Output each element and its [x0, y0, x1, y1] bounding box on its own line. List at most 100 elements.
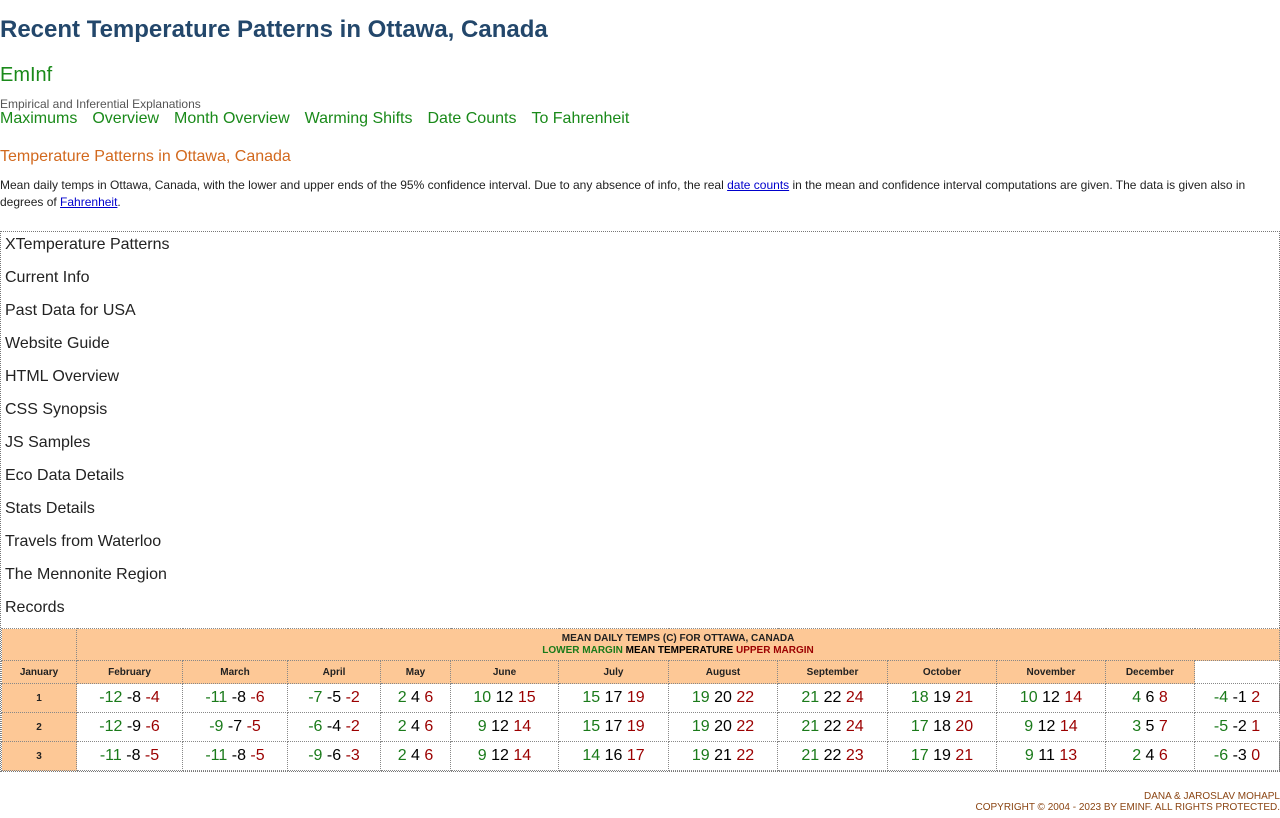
header-row: January February March April May June July Augu…: [1, 660, 1280, 684]
temp-cell: -5 -2 1: [1193, 712, 1280, 742]
upper-margin: 7: [1158, 718, 1168, 735]
mean-temp: 6: [1145, 689, 1155, 706]
upper-margin: 13: [1059, 747, 1078, 764]
legend-upper: UPPER MARGIN: [735, 644, 814, 656]
lower-margin: 21: [801, 747, 820, 764]
nav-link[interactable]: To Fahrenheit: [531, 110, 630, 127]
temp-cell: -6 -3 0: [1193, 741, 1280, 771]
mean-temp: 21: [714, 747, 732, 764]
month-header: December: [1105, 660, 1195, 684]
month-header: October: [887, 660, 997, 684]
lower-margin: -9: [308, 747, 323, 764]
upper-margin: 24: [845, 718, 864, 735]
mean-temp: -4: [326, 718, 342, 735]
temp-cell: -7 -5 -2: [287, 683, 381, 713]
month-header: July: [558, 660, 669, 684]
upper-margin: 0: [1251, 747, 1261, 764]
temp-cell: 10 12 14: [996, 683, 1106, 713]
lower-margin: 2: [397, 689, 407, 706]
temp-cell: 2 4 6: [380, 741, 451, 771]
upper-margin: 14: [513, 718, 532, 735]
intro-text: in the mean and confidence interval comp…: [0, 178, 1246, 209]
lower-margin: 4: [1132, 689, 1142, 706]
menu-item[interactable]: Current Info: [5, 269, 90, 286]
lower-margin: 19: [691, 689, 710, 706]
brand[interactable]: EmInf: [0, 64, 53, 86]
mean-temp: -2: [1232, 718, 1247, 735]
upper-margin: -6: [145, 718, 160, 735]
caption-text: MEAN DAILY TEMPS (C) FOR OTTAWA, CANADA: [561, 632, 795, 644]
temp-cell: 3 5 7: [1105, 712, 1195, 742]
menu-item[interactable]: Stats Details: [5, 500, 95, 517]
temp-cell: -12 -9 -6: [76, 712, 183, 742]
temp-cell: 19 20 22: [668, 683, 778, 713]
upper-margin: 19: [626, 689, 645, 706]
lower-margin: -6: [308, 718, 323, 735]
nav-link[interactable]: Warming Shifts: [304, 110, 413, 127]
mean-temp: 19: [933, 689, 951, 706]
legend: LOWER MARGIN MEAN TEMPERATURE UPPER MARG…: [77, 645, 1279, 657]
month-header: January: [1, 660, 77, 684]
nav-link[interactable]: Month Overview: [174, 110, 290, 127]
menu-item[interactable]: HTML Overview: [5, 368, 120, 385]
lower-margin: 21: [801, 689, 820, 706]
cell: [1193, 660, 1280, 684]
caption: MEAN DAILY TEMPS (C) FOR OTTAWA, CANADA L…: [75, 628, 1280, 661]
temp-cell: -11 -8 -6: [182, 683, 288, 713]
mean-temp: 11: [1038, 747, 1055, 764]
day-label: 1: [1, 683, 77, 713]
link[interactable]: Fahrenheit: [60, 195, 118, 209]
link[interactable]: date counts: [727, 178, 790, 192]
lower-margin: 19: [691, 718, 710, 735]
lower-margin: 10: [1019, 689, 1038, 706]
mean-temp: 20: [714, 689, 732, 706]
upper-margin: -5: [250, 747, 265, 764]
legend-mean: MEAN TEMPERATURE: [625, 644, 734, 656]
menu-item[interactable]: Website Guide: [5, 335, 110, 352]
menu-item[interactable]: XTemperature Patterns: [5, 236, 170, 253]
temp-cell: 9 12 14: [450, 712, 559, 742]
nav-link[interactable]: Maximums: [0, 110, 78, 127]
mean-temp: 18: [933, 718, 951, 735]
menu-item[interactable]: Past Data for USA: [5, 302, 136, 319]
temp-cell: 19 20 22: [668, 712, 778, 742]
lower-margin: 2: [397, 747, 407, 764]
temp-cell: 19 21 22: [668, 741, 778, 771]
mean-temp: 17: [604, 689, 623, 706]
month-header: June: [450, 660, 559, 684]
lower-margin: 9: [477, 747, 487, 764]
menu-item[interactable]: Eco Data Details: [5, 467, 125, 484]
lower-margin: 2: [1132, 747, 1142, 764]
temp-cell: -9 -6 -3: [287, 741, 381, 771]
menu-item[interactable]: JS Samples: [5, 434, 91, 451]
upper-margin: 6: [424, 689, 434, 706]
upper-margin: 6: [424, 718, 434, 735]
temp-cell: 17 18 20: [887, 712, 997, 742]
menu-item[interactable]: Records: [5, 599, 65, 616]
upper-margin: -2: [345, 689, 360, 706]
mean-temp: 22: [823, 718, 842, 735]
nav-link[interactable]: Overview: [92, 110, 160, 127]
lower-margin: 17: [910, 747, 929, 764]
menu-item[interactable]: CSS Synopsis: [5, 401, 108, 418]
menu-item[interactable]: The Mennonite Region: [5, 566, 167, 583]
mean-temp: -8: [231, 689, 246, 706]
lower-margin: -5: [1213, 718, 1229, 735]
mean-temp: 17: [604, 718, 623, 735]
intro: Mean daily temps in Ottawa, Canada, with…: [0, 177, 1270, 211]
month-header: March: [182, 660, 288, 684]
mean-temp: 4: [1145, 747, 1155, 764]
temp-cell: -11 -8 -5: [76, 741, 183, 771]
mean-temp: -1: [1232, 689, 1247, 706]
copyright: COPYRIGHT © 2004 - 2023 BY EMINF. ALL RI…: [975, 802, 1280, 813]
authors: DANA & JAROSLAV MOHAPL: [1144, 791, 1280, 802]
lower-margin: -6: [1213, 747, 1229, 764]
menu-item[interactable]: Travels from Waterloo: [5, 533, 162, 550]
upper-margin: 14: [1064, 689, 1083, 706]
lower-margin: 14: [582, 747, 601, 764]
lower-margin: -11: [205, 747, 228, 764]
nav-link[interactable]: Date Counts: [427, 110, 517, 127]
mean-temp: -5: [326, 689, 342, 706]
upper-margin: 22: [736, 718, 755, 735]
